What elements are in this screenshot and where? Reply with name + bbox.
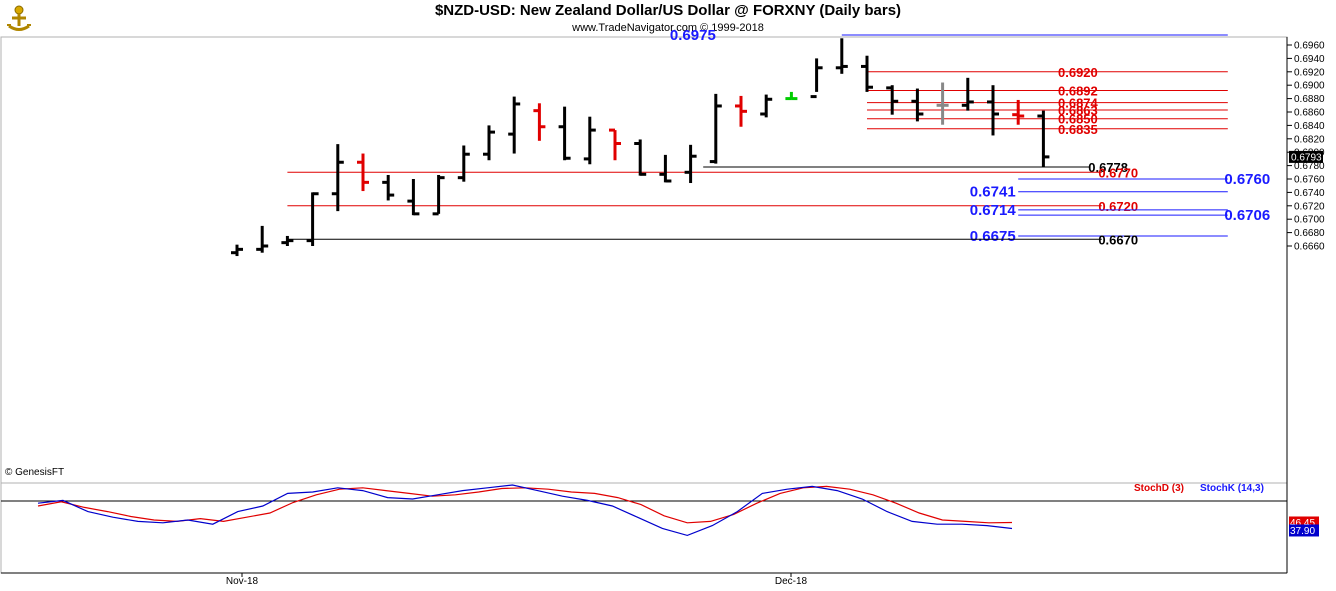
level-label-0.6714: 0.6714	[970, 202, 1017, 219]
price-tick-label: 0.6740	[1294, 188, 1325, 199]
price-tick-label: 0.6720	[1294, 201, 1325, 212]
level-label-0.6778: 0.6778	[1088, 160, 1128, 175]
indicator-panel	[0, 482, 1288, 574]
level-label-0.6835: 0.6835	[1058, 122, 1098, 137]
level-label-0.6760: 0.6760	[1224, 171, 1270, 188]
level-label-0.6706: 0.6706	[1224, 207, 1270, 224]
price-tick-label: 0.6960	[1294, 41, 1325, 52]
trade-navigator-logo	[3, 3, 35, 33]
level-label-0.6720: 0.6720	[1098, 199, 1138, 214]
stoch-d-legend: StochD (3)	[1134, 483, 1184, 494]
level-label-0.6770: 0.6770	[1098, 165, 1138, 180]
stoch-k-value: 37.90	[1290, 526, 1315, 537]
price-tick-label: 0.6660	[1294, 242, 1325, 253]
stoch-k-legend: StochK (14,3)	[1200, 483, 1264, 494]
last-price-tag	[1289, 150, 1323, 163]
level-label-0.6920: 0.6920	[1058, 65, 1098, 80]
price-panel	[0, 36, 1288, 484]
price-tick-label: 0.6820	[1294, 134, 1325, 145]
last-price-label: 0.6793	[1291, 152, 1322, 163]
chart-title: $NZD-USD: New Zealand Dollar/US Dollar @…	[434, 2, 902, 19]
price-tick-label: 0.6680	[1294, 228, 1325, 239]
time-tick-label: Nov-18	[226, 576, 259, 587]
level-label-0.6892: 0.6892	[1058, 84, 1098, 99]
chart-subtitle: www.TradeNavigator.com © 1999-2018	[572, 22, 764, 34]
level-label-0.6741: 0.6741	[970, 184, 1016, 201]
level-label-0.6675: 0.6675	[970, 228, 1016, 245]
price-tick-label: 0.6920	[1294, 67, 1325, 78]
level-label-0.6863: 0.6863	[1058, 103, 1098, 118]
price-tick-label: 0.6700	[1294, 215, 1325, 226]
price-tick-label: 0.6900	[1294, 81, 1325, 92]
data-credit: © GenesisFT	[5, 467, 65, 478]
level-label-0.6850: 0.6850	[1058, 112, 1098, 127]
price-tick-label: 0.6860	[1294, 108, 1325, 119]
price-tick-label: 0.6880	[1294, 94, 1325, 105]
level-label-0.6670: 0.6670	[1098, 232, 1138, 247]
level-label-0.6874: 0.6874	[1058, 96, 1099, 111]
time-tick-label: Dec-18	[775, 576, 808, 587]
stoch-d-value: 46.45	[1290, 518, 1315, 529]
stoch-k-value-tag	[1289, 524, 1319, 537]
stoch-k-line	[37, 484, 1013, 537]
price-tick-label: 0.6780	[1294, 161, 1325, 172]
price-tick-label: 0.6840	[1294, 121, 1325, 132]
price-tick-label: 0.6940	[1294, 54, 1325, 65]
level-label-0.6975: 0.6975	[670, 27, 716, 44]
price-tick-label: 0.6760	[1294, 175, 1325, 186]
